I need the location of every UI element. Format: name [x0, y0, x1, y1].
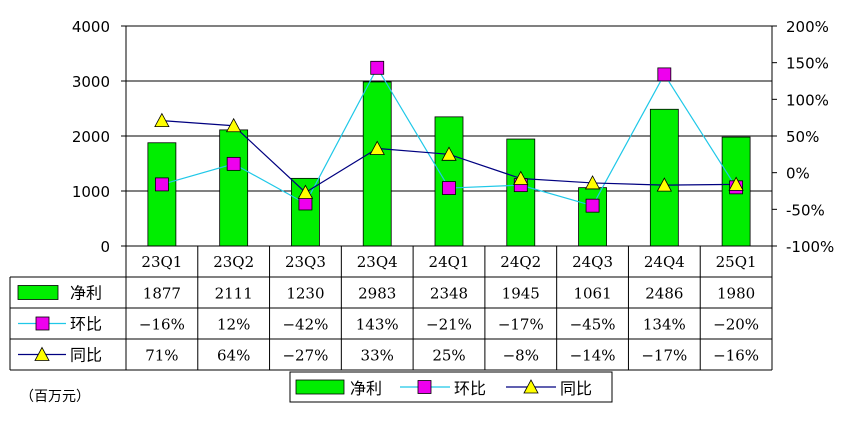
- x-tick-label: 23Q2: [213, 253, 254, 271]
- table-cell: 2983: [358, 285, 396, 303]
- table-cell: 134%: [643, 316, 686, 334]
- marker-环比-23Q4: [370, 60, 385, 75]
- table-key-净利: [17, 285, 59, 300]
- marker-同比-24Q1: [441, 146, 457, 161]
- legend-label: 净利: [350, 379, 382, 398]
- x-tick-label: 24Q4: [644, 253, 685, 271]
- x-tick-label: 23Q1: [141, 253, 182, 271]
- marker-同比-23Q1: [154, 112, 170, 127]
- marker-环比-23Q1: [154, 177, 169, 192]
- table-cell: 143%: [356, 316, 399, 334]
- bar-23Q2: [219, 129, 249, 247]
- x-tick-label: 24Q1: [429, 253, 470, 271]
- legend-label: 环比: [454, 379, 486, 398]
- y-left-tick-label: 2000: [72, 128, 110, 146]
- marker-同比-24Q2: [513, 170, 529, 185]
- table-cell: −21%: [426, 316, 472, 334]
- y-left-tick-label: 4000: [72, 18, 110, 36]
- y-right-tick-label: 200%: [786, 18, 829, 36]
- y-right-tick-label: -100%: [786, 238, 834, 256]
- y-left-tick-label: 1000: [72, 183, 110, 201]
- x-tick-label: 25Q1: [716, 253, 757, 271]
- marker-同比-23Q3: [297, 184, 314, 199]
- y-right-tick-label: 100%: [786, 91, 829, 109]
- table-cell: 71%: [145, 347, 178, 365]
- table-cell: 25%: [432, 347, 465, 365]
- x-tick-label: 23Q3: [285, 253, 326, 271]
- table-cell: 1061: [573, 285, 611, 303]
- table-cell: −8%: [503, 347, 539, 365]
- table-cell: 33%: [361, 347, 394, 365]
- table-row-label: 净利: [70, 284, 102, 303]
- unit-note: （百万元）: [20, 389, 90, 405]
- legend-key-marker-环比: [417, 380, 432, 394]
- marker-环比-23Q3: [298, 196, 313, 211]
- table-cell: 1230: [286, 285, 324, 303]
- table-row-label: 环比: [70, 315, 102, 334]
- table-cell: −45%: [570, 316, 616, 334]
- marker-环比-24Q4: [657, 67, 672, 82]
- table-cell: −27%: [282, 347, 328, 365]
- table-row-label: 同比: [70, 346, 102, 365]
- bar-23Q1: [147, 142, 177, 247]
- marker-同比-23Q2: [225, 117, 242, 133]
- table-cell: 64%: [217, 347, 250, 365]
- table-cell: 2486: [645, 285, 683, 303]
- table-cell: −17%: [498, 316, 544, 334]
- table-cell: −42%: [282, 316, 328, 334]
- legend-label: 同比: [560, 379, 592, 398]
- x-tick-label: 24Q3: [572, 253, 613, 271]
- y-right-tick-label: 0%: [786, 165, 810, 183]
- marker-同比-25Q1: [728, 176, 744, 191]
- legend-key-marker-同比: [523, 379, 539, 394]
- marker-同比-23Q4: [369, 140, 385, 155]
- table-cell: −16%: [713, 347, 759, 365]
- bar-24Q2: [506, 138, 536, 247]
- y-right-tick-label: 150%: [786, 55, 829, 73]
- y-right-tick-label: 50%: [786, 128, 819, 146]
- x-tick-label: 23Q4: [357, 253, 398, 271]
- table-key-marker-同比: [34, 346, 50, 361]
- marker-环比-24Q3: [585, 198, 600, 213]
- bar-23Q4: [362, 81, 392, 247]
- table-cell: 2111: [215, 285, 253, 303]
- table-cell: 2348: [430, 285, 468, 303]
- y-left-tick-label: 3000: [72, 73, 110, 91]
- marker-环比-24Q1: [442, 181, 456, 195]
- marker-同比-24Q3: [584, 175, 601, 190]
- table-cell: 1945: [502, 285, 540, 303]
- y-right-tick-label: -50%: [786, 201, 825, 219]
- marker-环比-23Q2: [226, 156, 241, 171]
- marker-同比-24Q4: [656, 177, 673, 192]
- table-cell: 1877: [143, 285, 181, 303]
- table-cell: −17%: [641, 347, 687, 365]
- table-cell: 12%: [217, 316, 250, 334]
- table-cell: −14%: [570, 347, 616, 365]
- legend-key-净利: [295, 379, 345, 395]
- table-cell: 1980: [717, 285, 755, 303]
- table-cell: −20%: [713, 316, 759, 334]
- x-tick-label: 24Q2: [500, 253, 541, 271]
- bar-24Q3: [578, 187, 607, 247]
- y-left-tick-label: 0: [100, 238, 110, 256]
- table-cell: −16%: [139, 316, 185, 334]
- table-key-marker-环比: [35, 316, 50, 331]
